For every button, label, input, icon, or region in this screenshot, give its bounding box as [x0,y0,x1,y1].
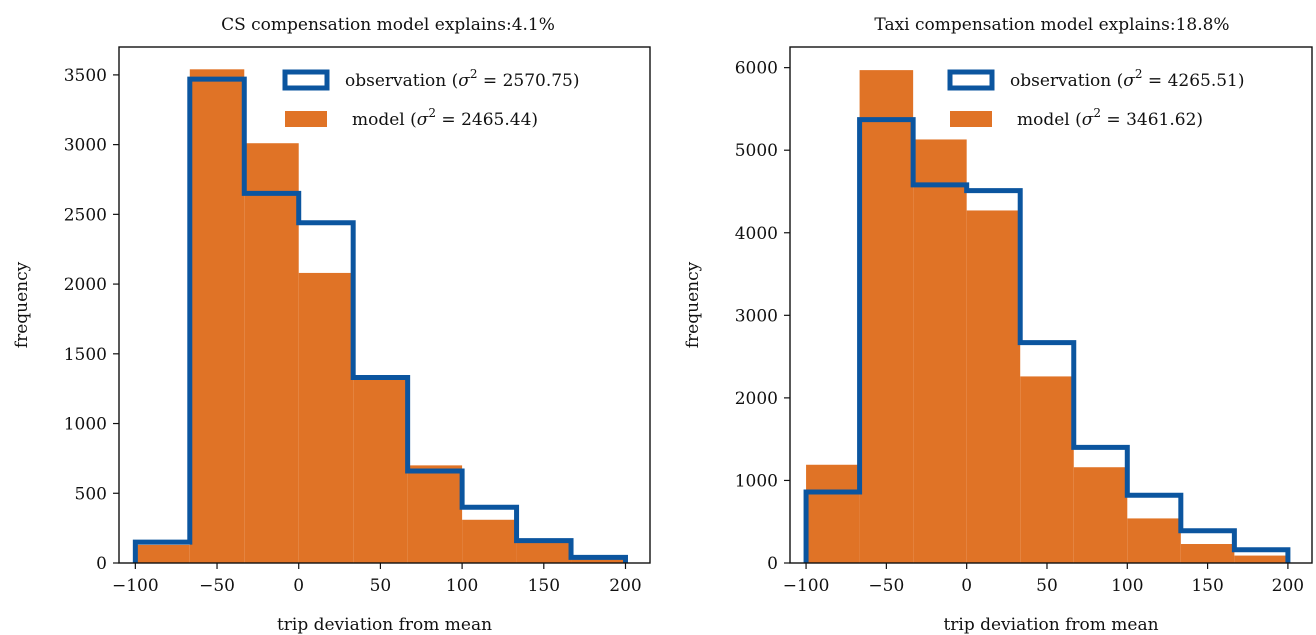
model-bar [189,69,245,564]
y-tick-label: 4000 [735,224,778,244]
x-tick-label: 0 [961,576,972,596]
chart-panel-1: −100 −50 0 50 100 150 200050010001500200025003… [12,15,651,635]
axes-frame [789,46,1313,564]
model-bar [806,464,860,563]
y-tick-label: 1000 [735,471,778,491]
x-axis-label: trip deviation from mean [277,615,492,635]
x-tick-label: −100 [783,576,830,596]
legend-observation-swatch [282,69,330,91]
model-bar [966,210,1021,563]
y-tick-label: 6000 [735,59,778,79]
model-bar [462,519,517,563]
y-tick-label: 3000 [64,136,107,156]
axes-frame [118,46,651,564]
x-tick-label: 100 [1111,576,1143,596]
legend-model-swatch [950,111,992,127]
y-axis-label: frequency [683,261,703,348]
y-tick-label: 3000 [735,306,778,326]
x-tick-label: 0 [293,576,304,596]
x-tick-label: 50 [1036,576,1058,596]
model-bar [1180,544,1235,563]
y-tick-label: 5000 [735,141,778,161]
x-tick-label: 150 [1191,576,1223,596]
model-bar [135,544,190,563]
y-tick-label: 2000 [735,389,778,409]
y-tick-label: 1000 [64,415,107,435]
y-tick-label: 2500 [64,205,107,225]
chart-title: CS compensation model explains:4.1% [221,15,555,35]
model-bar [353,377,408,563]
legend-model-label: model (σ2 = 3461.62) [1017,106,1203,130]
chart-title: Taxi compensation model explains:18.8% [874,15,1229,35]
model-bar [571,558,626,563]
x-tick-label: 200 [609,576,641,596]
x-tick-label: 100 [446,576,478,596]
y-tick-label: 2000 [64,275,107,295]
observation-step-line [132,76,628,563]
legend-observation-label: observation (σ2 = 2570.75) [345,67,580,91]
legend-observation-swatch [947,69,995,91]
model-bar [407,465,463,563]
x-tick-label: −50 [868,576,904,596]
model-bar [1234,555,1288,563]
y-tick-label: 500 [75,484,107,504]
model-bar [298,272,354,563]
x-tick-label: 200 [1272,576,1304,596]
model-bar [1073,467,1128,563]
model-bar [859,70,914,564]
x-tick-label: 150 [528,576,560,596]
model-bar [1127,518,1181,563]
observation-step-line [803,117,1291,563]
x-tick-label: −100 [112,576,159,596]
x-tick-label: 50 [370,576,392,596]
legend-model-swatch [285,111,327,127]
legend-observation-label: observation (σ2 = 4265.51) [1010,67,1245,91]
model-bar [516,542,572,563]
chart-panel-2: −100 −50 0 50 100 150 200010002000300040005000… [683,15,1313,635]
legend-model-label: model (σ2 = 2465.44) [352,106,538,130]
model-bar [1020,376,1074,563]
legend: observation (σ2 = 4265.51) model (σ2 = 34… [947,67,1245,130]
y-tick-label: 0 [96,554,107,574]
model-bar [913,139,967,563]
y-tick-label: 3500 [64,66,107,86]
legend: observation (σ2 = 2570.75) model (σ2 = 24… [282,67,580,130]
y-axis-label: frequency [12,261,32,348]
y-tick-label: 1500 [64,345,107,365]
y-tick-label: 0 [767,554,778,574]
x-tick-label: −50 [199,576,235,596]
model-bar [244,143,299,563]
x-axis-label: trip deviation from mean [943,615,1158,635]
